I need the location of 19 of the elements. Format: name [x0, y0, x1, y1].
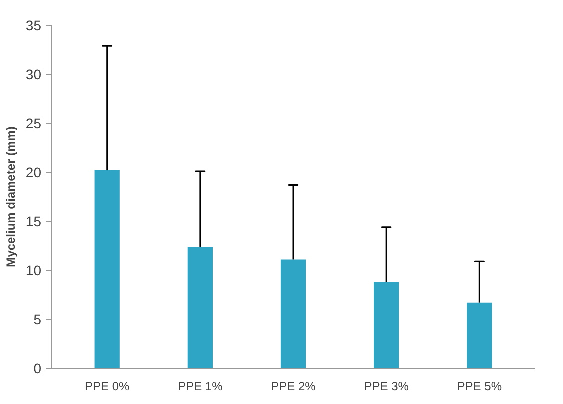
y-tick-label: 5	[34, 312, 42, 328]
bar	[280, 260, 306, 368]
x-tick-label: PPE 5%	[457, 380, 502, 394]
y-tick-label: 10	[26, 262, 42, 278]
x-tick-label: PPE 1%	[178, 380, 224, 394]
y-tick-label: 15	[26, 214, 42, 230]
y-tick-label: 30	[26, 66, 42, 82]
y-tick-label: 20	[26, 164, 42, 180]
y-tick-label: 0	[34, 360, 42, 376]
x-tick-label: PPE 3%	[364, 380, 410, 394]
x-tick-label: PPE 0%	[85, 380, 130, 394]
y-tick-label: 35	[26, 18, 42, 34]
y-tick-label: 25	[26, 116, 42, 132]
bar	[188, 246, 213, 368]
y-axis-title: Mycelium diameter (mm)	[4, 126, 18, 268]
bar	[94, 170, 120, 368]
bar	[374, 282, 400, 368]
bar	[467, 302, 492, 368]
x-tick-label: PPE 2%	[271, 380, 316, 394]
